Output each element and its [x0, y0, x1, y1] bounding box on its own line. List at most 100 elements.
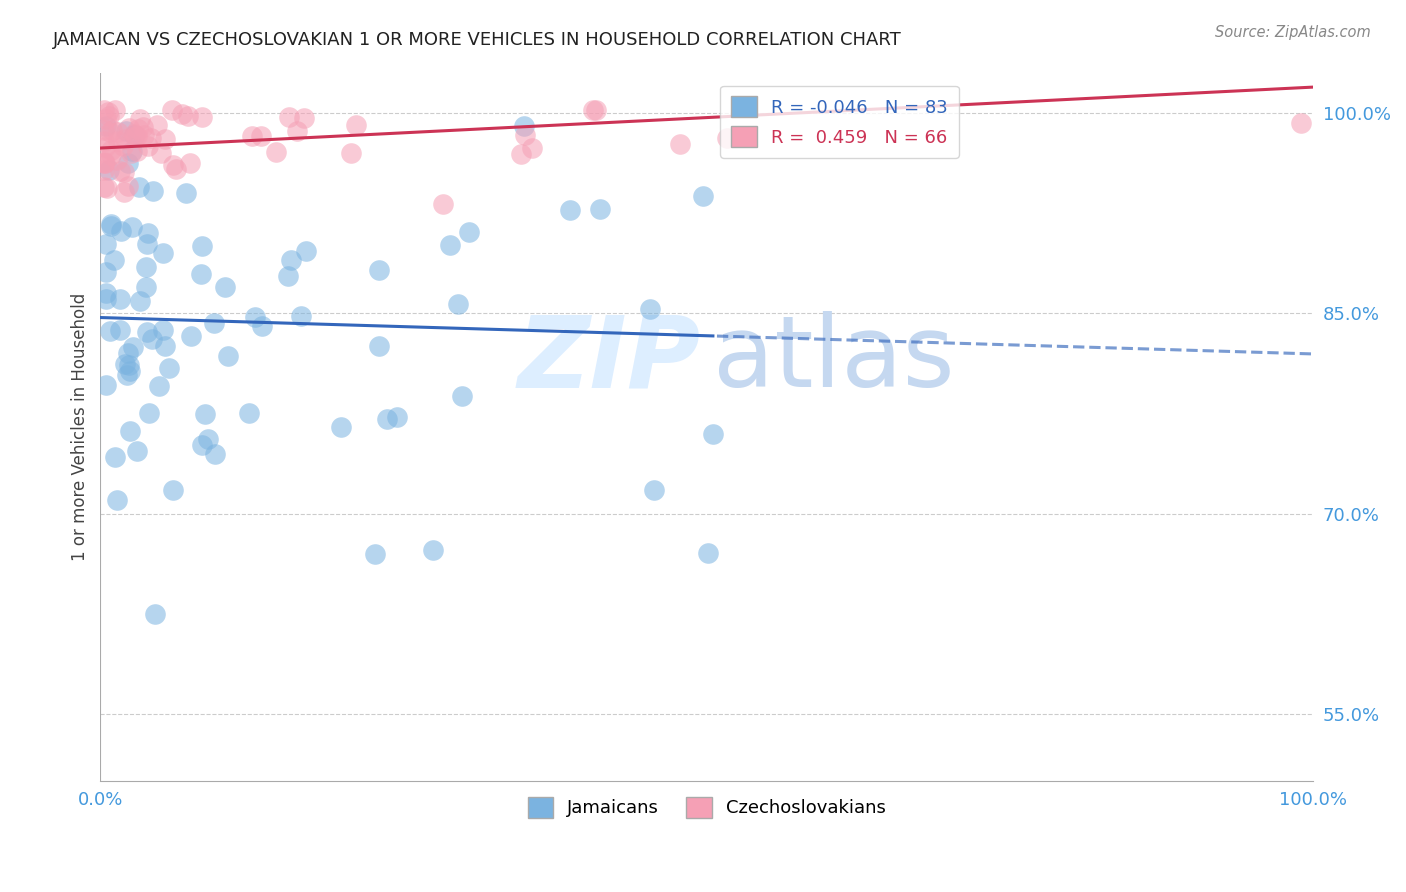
Point — [118, 364, 141, 378]
Point — [153, 132, 176, 146]
Point — [94, 140, 117, 154]
Point — [330, 420, 353, 434]
Point — [197, 432, 219, 446]
Point — [107, 125, 129, 139]
Point — [93, 103, 115, 118]
Point — [96, 292, 118, 306]
Point — [135, 260, 157, 274]
Point — [93, 134, 115, 148]
Point — [515, 128, 537, 143]
Point — [344, 118, 367, 132]
Text: atlas: atlas — [713, 311, 955, 409]
Point — [432, 196, 454, 211]
Point — [191, 110, 214, 124]
Point — [148, 379, 170, 393]
Point — [117, 155, 139, 169]
Point — [451, 389, 474, 403]
Point — [243, 310, 266, 324]
Point — [93, 180, 115, 194]
Point — [114, 132, 136, 146]
Point — [117, 346, 139, 360]
Point — [439, 238, 461, 252]
Point — [422, 543, 444, 558]
Point — [697, 546, 720, 560]
Point — [127, 122, 149, 136]
Point — [121, 144, 143, 158]
Point — [136, 325, 159, 339]
Point — [96, 105, 118, 120]
Point — [129, 112, 152, 127]
Point — [114, 358, 136, 372]
Point — [93, 155, 115, 169]
Point — [115, 368, 138, 382]
Point — [93, 154, 115, 169]
Point — [582, 103, 605, 118]
Point — [191, 438, 214, 452]
Point — [290, 309, 312, 323]
Point — [100, 219, 122, 233]
Point — [145, 118, 167, 132]
Point — [104, 450, 127, 464]
Point — [97, 109, 120, 123]
Point — [103, 253, 125, 268]
Point — [136, 226, 159, 240]
Point — [162, 103, 184, 118]
Point — [190, 267, 212, 281]
Point — [108, 164, 131, 178]
Point — [97, 163, 120, 178]
Point — [138, 406, 160, 420]
Point — [558, 202, 581, 217]
Point — [118, 120, 141, 135]
Point — [104, 103, 127, 118]
Point — [385, 409, 408, 424]
Y-axis label: 1 or more Vehicles in Household: 1 or more Vehicles in Household — [72, 293, 89, 561]
Point — [458, 225, 481, 239]
Point — [149, 145, 172, 160]
Point — [285, 124, 308, 138]
Point — [446, 297, 468, 311]
Point — [96, 112, 118, 126]
Point — [238, 406, 260, 420]
Point — [115, 124, 138, 138]
Point — [96, 378, 118, 392]
Point — [112, 138, 135, 153]
Text: ZIP: ZIP — [517, 311, 700, 409]
Legend: Jamaicans, Czechoslovakians: Jamaicans, Czechoslovakians — [520, 789, 893, 825]
Point — [179, 156, 201, 170]
Point — [172, 106, 194, 120]
Point — [112, 185, 135, 199]
Point — [139, 131, 162, 145]
Point — [141, 332, 163, 346]
Point — [124, 128, 146, 143]
Point — [180, 329, 202, 343]
Point — [340, 145, 363, 160]
Point — [120, 146, 142, 161]
Point — [125, 128, 148, 143]
Point — [363, 547, 385, 561]
Point — [512, 120, 534, 134]
Point — [162, 158, 184, 172]
Point — [98, 125, 121, 139]
Point — [1289, 116, 1312, 130]
Point — [132, 128, 155, 143]
Text: JAMAICAN VS CZECHOSLOVAKIAN 1 OR MORE VEHICLES IN HOUSEHOLD CORRELATION CHART: JAMAICAN VS CZECHOSLOVAKIAN 1 OR MORE VE… — [53, 31, 903, 49]
Point — [152, 246, 174, 260]
Point — [100, 148, 122, 162]
Point — [588, 202, 610, 216]
Point — [278, 110, 301, 124]
Point — [105, 153, 128, 167]
Point — [250, 128, 273, 143]
Point — [136, 138, 159, 153]
Point — [100, 123, 122, 137]
Point — [141, 184, 163, 198]
Point — [107, 134, 129, 148]
Point — [174, 186, 197, 200]
Point — [93, 163, 115, 178]
Point — [96, 120, 118, 134]
Point — [96, 181, 118, 195]
Point — [117, 178, 139, 193]
Point — [165, 162, 187, 177]
Point — [692, 189, 714, 203]
Point — [176, 109, 198, 123]
Point — [159, 361, 181, 376]
